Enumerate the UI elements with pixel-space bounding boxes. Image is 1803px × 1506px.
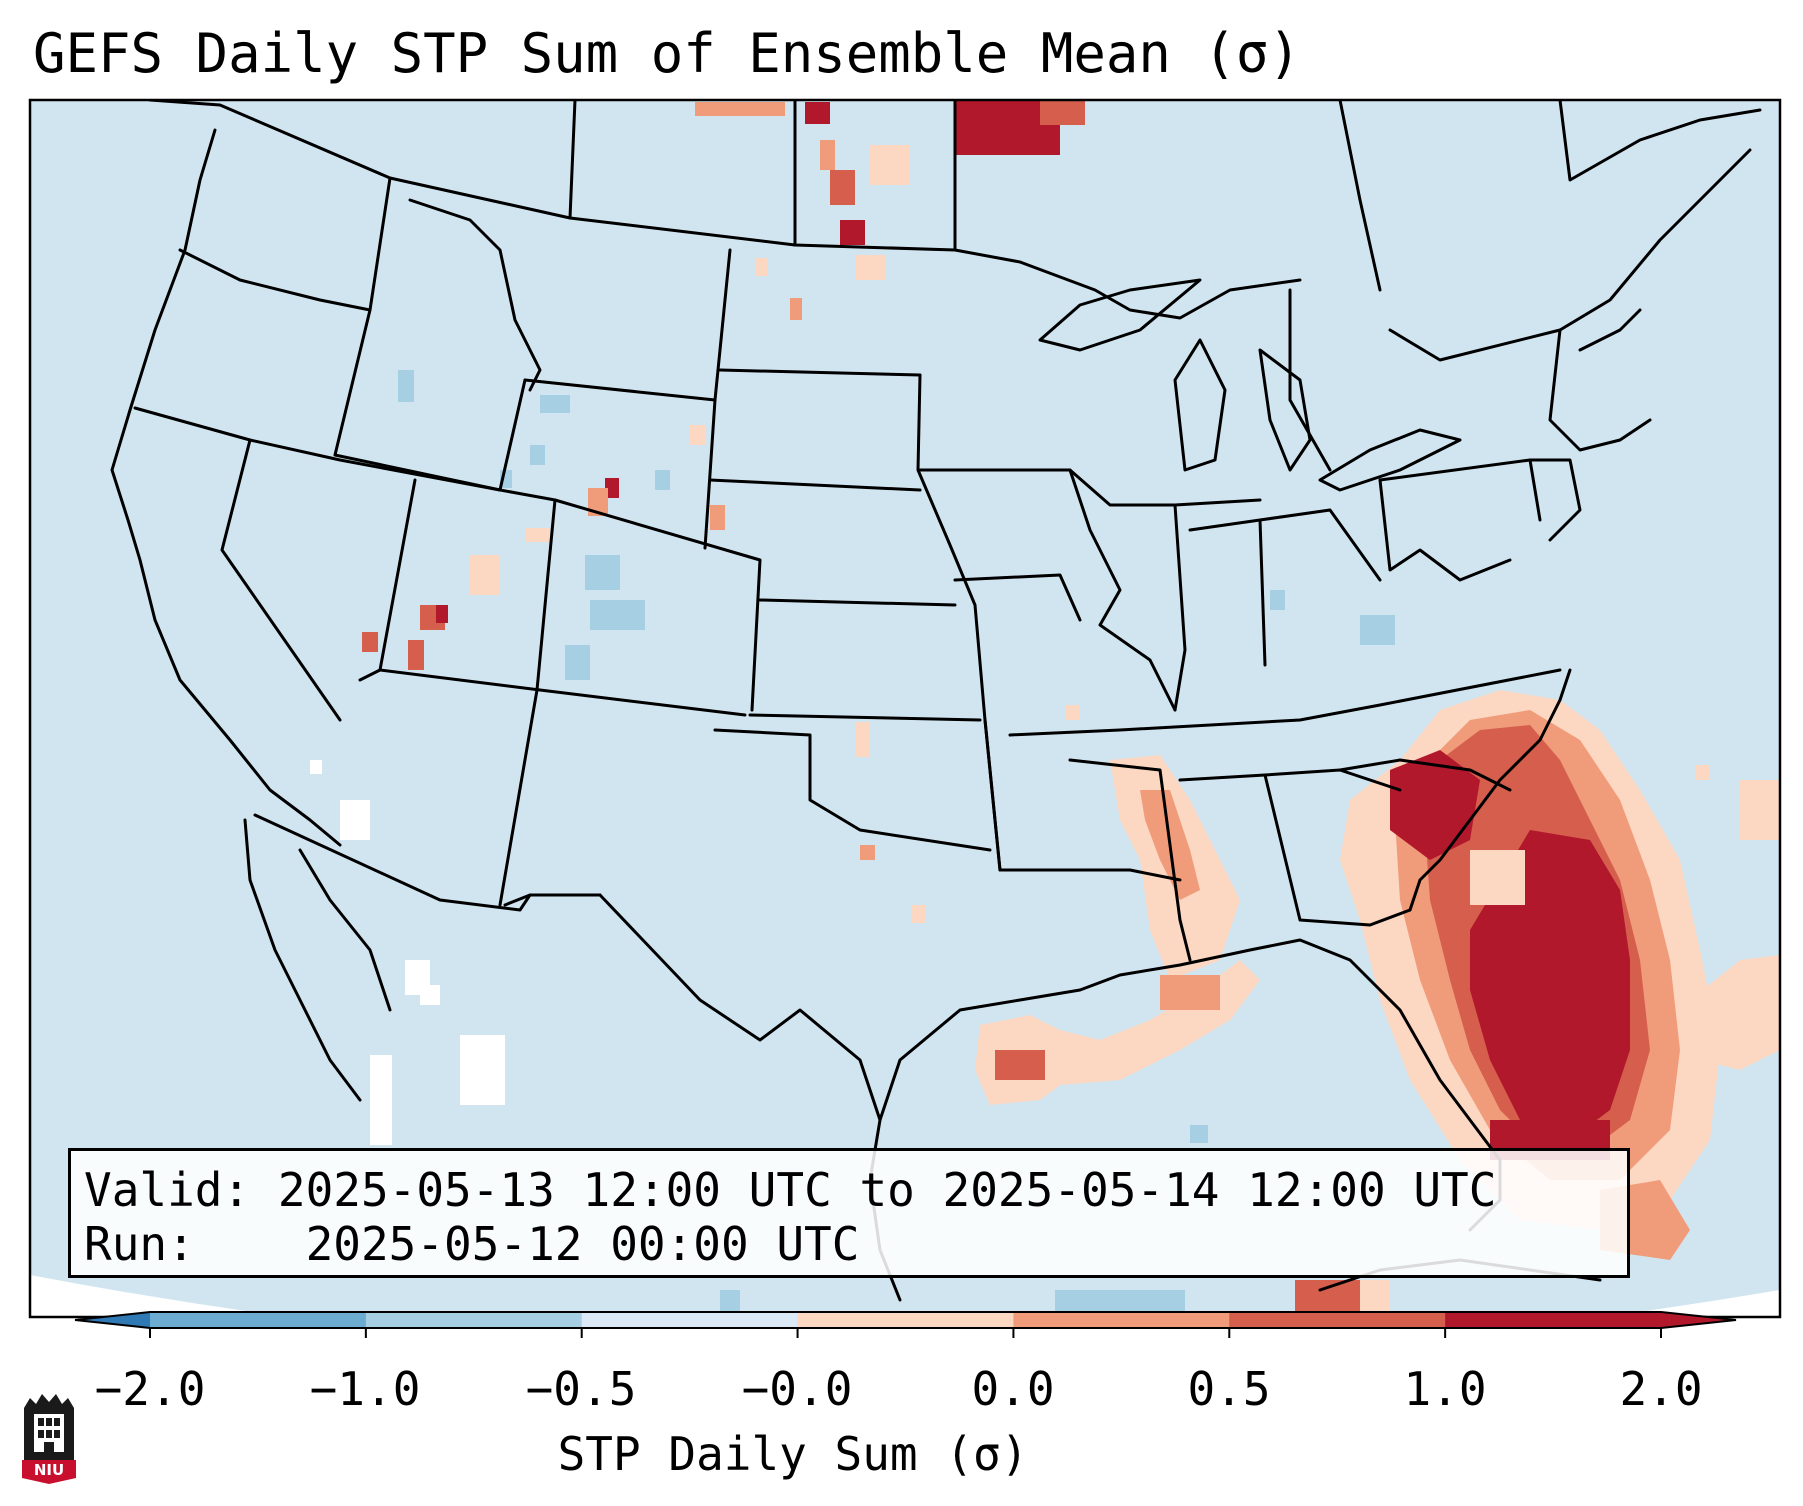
valid-value: 2025-05-13 12:00 UTC to 2025-05-14 12:00… bbox=[277, 1163, 1497, 1217]
run-line: Run: 2025-05-12 00:00 UTC bbox=[84, 1217, 859, 1271]
niu-logo: NIU bbox=[20, 1390, 78, 1485]
colorbar-tick-label: −1.0 bbox=[309, 1362, 421, 1416]
map-title: GEFS Daily STP Sum of Ensemble Mean (σ) bbox=[33, 22, 1301, 85]
colorbar-segment bbox=[365, 1312, 583, 1328]
niu-logo-icon bbox=[22, 1394, 76, 1484]
colorbar-segment bbox=[581, 1312, 799, 1328]
colorbar-tick-label: 0.5 bbox=[1187, 1362, 1271, 1416]
colorbar-extend-max bbox=[1661, 1312, 1736, 1328]
colorbar bbox=[74, 1311, 1737, 1338]
stp-anomaly-shading bbox=[310, 100, 1780, 1317]
run-value: 2025-05-12 00:00 UTC bbox=[305, 1217, 860, 1271]
valid-line: Valid: 2025-05-13 12:00 UTC to 2025-05-1… bbox=[84, 1163, 1496, 1217]
colorbar-segment bbox=[150, 1312, 367, 1328]
run-label: Run: bbox=[84, 1217, 195, 1271]
colorbar-segment bbox=[1229, 1312, 1446, 1328]
colorbar-label: STP Daily Sum (σ) bbox=[557, 1427, 1029, 1481]
colorbar-extend-min bbox=[75, 1312, 150, 1328]
colorbar-segment bbox=[1445, 1312, 1662, 1328]
colorbar-segment bbox=[1013, 1312, 1230, 1328]
colorbar-tick-label: 0.0 bbox=[971, 1362, 1055, 1416]
colorbar-tick-label: −2.0 bbox=[94, 1362, 206, 1416]
logo-text: NIU bbox=[33, 1461, 65, 1479]
colorbar-tick-label: 1.0 bbox=[1403, 1362, 1487, 1416]
colorbar-tick-label: 2.0 bbox=[1619, 1362, 1703, 1416]
state-and-country-borders bbox=[110, 100, 1762, 1302]
valid-time-box: Valid: 2025-05-13 12:00 UTC to 2025-05-1… bbox=[68, 1148, 1630, 1278]
colorbar-segment bbox=[797, 1312, 1014, 1328]
colorbar-tick-label: −0.5 bbox=[525, 1362, 637, 1416]
valid-label: Valid: bbox=[84, 1163, 251, 1217]
colorbar-tick-label: −0.0 bbox=[741, 1362, 853, 1416]
